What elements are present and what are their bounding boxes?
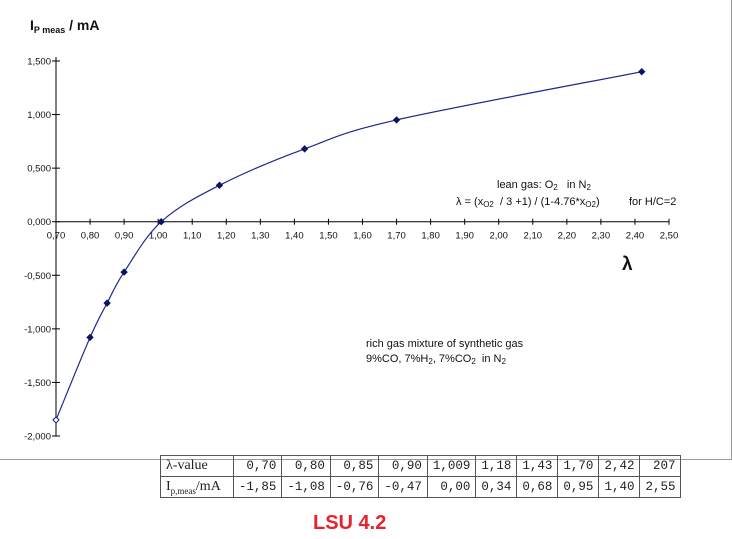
y-tick-label: 1,500 [27, 57, 51, 68]
table-cell: 0,00 [426, 476, 477, 498]
y-tick-label: -2,000 [24, 432, 51, 443]
table-cell: 0,70 [232, 455, 283, 477]
y-tick-label: 0,500 [27, 164, 51, 175]
svg-text:rich gas mixture of synthetic: rich gas mixture of synthetic gas [366, 338, 524, 350]
table-cell: 1,009 [426, 455, 477, 477]
x-tick-label: 2,50 [660, 231, 679, 242]
table-cell: 0,95 [557, 476, 600, 498]
y-tick-label: 0,000 [27, 217, 51, 228]
table-cell: 1,70 [557, 455, 600, 477]
table-cell: 1,40 [598, 476, 641, 498]
table-cell: 0,68 [516, 476, 559, 498]
table-cell: 1,43 [516, 455, 559, 477]
x-axis-label: λ [622, 254, 633, 275]
series-line [55, 71, 642, 421]
svg-text:λ = (xO2 / 3 +1) / (1-4.76*xO: λ = (xO2 / 3 +1) / (1-4.76*xO2) [456, 196, 600, 209]
x-tick-label: 1,80 [421, 231, 440, 242]
x-tick-label: 0,90 [115, 231, 134, 242]
y-tick-label: -1,500 [24, 378, 51, 389]
x-tick-label: 2,00 [489, 231, 508, 242]
table-cell: 0,90 [378, 455, 428, 477]
row-label-lambda: λ-value [160, 455, 234, 477]
y-axis-label: IP meas / mA [30, 17, 99, 35]
x-tick-label: 2,40 [626, 231, 645, 242]
data-point [215, 181, 224, 189]
x-tick-label: 1,30 [251, 231, 270, 242]
data-point [157, 218, 165, 226]
data-point [120, 268, 128, 276]
table-cell: -1,08 [281, 476, 331, 498]
axes: 0,70 0,80 0,90 1,00 1,10 1,20 1,30 1,40 1,50 1,60… [24, 57, 678, 443]
table-cell: 0,34 [475, 476, 518, 498]
y-tick-label: -0,500 [24, 271, 51, 282]
table-cell: -0,47 [378, 476, 428, 498]
chart: IP meas / mA 0,70 0,80 0,90 1,00 1,10 1,20 1,3… [24, 17, 678, 443]
rich-gas-annotation: rich gas mixture of synthetic gas 9%CO, … [366, 338, 524, 366]
data-point [638, 68, 646, 76]
table-cell: 2,42 [598, 455, 641, 477]
x-tick-label: 0,80 [81, 231, 100, 242]
table-cell: 1,18 [475, 455, 518, 477]
svg-text:for H/C=2: for H/C=2 [629, 196, 676, 208]
x-tick-label: 1,00 [149, 231, 168, 242]
row-label-current: Ip,meas/mA [160, 476, 234, 498]
data-point [300, 145, 309, 153]
x-tick-label: 1,10 [183, 231, 202, 242]
x-tick-label: 1,40 [285, 231, 304, 242]
data-point [103, 299, 111, 307]
y-tick-label: 1,000 [27, 110, 51, 121]
x-tick-label: 1,90 [455, 231, 474, 242]
x-tick-label: 1,70 [387, 231, 406, 242]
x-tick-label: 2,30 [592, 231, 611, 242]
x-tick-label: 2,10 [524, 231, 543, 242]
x-tick-label: 1,20 [217, 231, 236, 242]
data-point [86, 333, 94, 342]
x-tick-label: 1,60 [353, 231, 372, 242]
product-label: LSU 4.2 [313, 512, 387, 534]
table-row-current: Ip,meas/mA -1,85 -1,08 -0,76 -0,47 0,00 … [160, 476, 682, 498]
table-cell: -1,85 [232, 476, 283, 498]
table-cell: 0,80 [281, 455, 331, 477]
data-series [52, 68, 646, 424]
svg-text:lean gas: O2 in N2: lean gas: O2 in N2 [497, 179, 591, 192]
table-cell: 207 [639, 455, 682, 477]
y-tick-label: -1,000 [24, 324, 51, 335]
table-row-lambda: λ-value 0,70 0,80 0,85 0,90 1,009 1,18 1… [160, 455, 682, 477]
lean-gas-annotation: lean gas: O2 in N2 λ = (xO2 / 3 +1) / (1… [456, 179, 676, 209]
x-tick-label: 1,50 [319, 231, 338, 242]
table-cell: 2,55 [639, 476, 682, 498]
table-cell: 0,85 [329, 455, 380, 477]
table-cell: -0,76 [329, 476, 380, 498]
x-tick-label: 2,20 [558, 231, 577, 242]
chart-frame: IP meas / mA 0,70 0,80 0,90 1,00 1,10 1,20 1,3… [0, 0, 732, 460]
data-table: λ-value 0,70 0,80 0,85 0,90 1,009 1,18 1… [160, 455, 682, 498]
svg-text:9%CO, 7%H2, 7%CO2 in N2: 9%CO, 7%H2, 7%CO2 in N2 [366, 353, 506, 366]
data-point [392, 116, 401, 124]
x-tick-label: 0,70 [47, 231, 66, 242]
data-point [52, 416, 60, 424]
